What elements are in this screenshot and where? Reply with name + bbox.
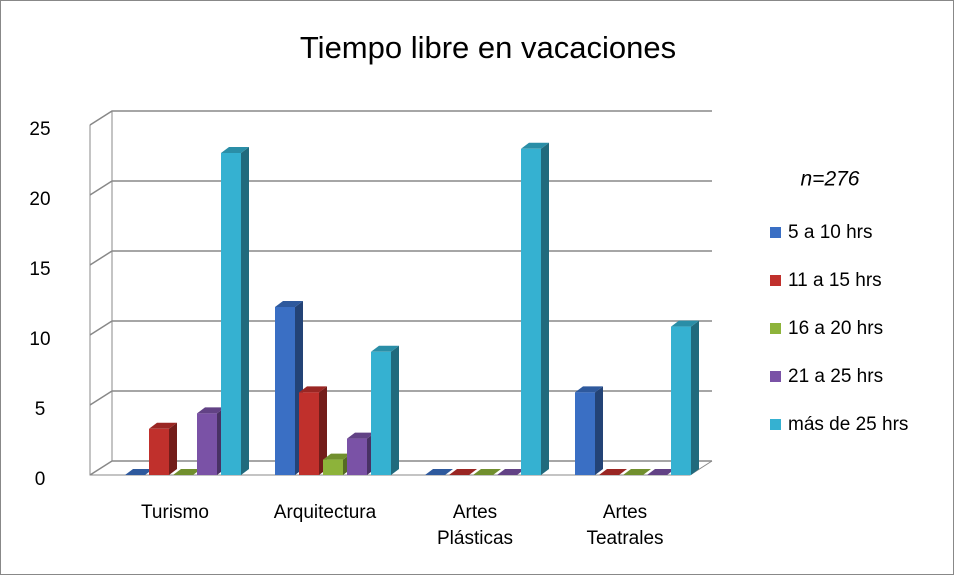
chart-title: Tiempo libre en vacaciones: [300, 30, 676, 65]
y-tick-label: 25: [29, 119, 50, 140]
bar-side: [241, 147, 249, 475]
y-tick-label: 10: [29, 329, 50, 350]
bar: [275, 307, 295, 475]
bar-top: [473, 469, 501, 475]
bar-top: [623, 469, 651, 475]
bar-top: [647, 469, 675, 475]
bar-top: [299, 386, 327, 393]
bar-top: [275, 301, 303, 307]
bar-top: [197, 407, 225, 414]
bar-top: [371, 345, 399, 352]
grid-line: [89, 180, 712, 196]
y-tick-label: 15: [29, 259, 50, 280]
bar-top: [125, 469, 153, 475]
legend-label: 21 a 25 hrs: [788, 366, 883, 387]
bar: [671, 326, 691, 475]
y-tick-label: 20: [29, 189, 50, 210]
bar-side: [541, 142, 549, 476]
grid-line: [89, 110, 712, 126]
bar-top: [449, 469, 477, 475]
grid-line: [89, 390, 712, 406]
bar: [299, 392, 319, 475]
bar-top: [425, 469, 453, 475]
bar-top: [575, 386, 603, 393]
legend-swatch: [770, 371, 781, 382]
grid-line: [89, 320, 712, 336]
bar: [197, 413, 217, 475]
y-tick-label: 5: [35, 399, 46, 420]
bar: [371, 351, 391, 475]
legend-swatch: [770, 419, 781, 430]
bar-side: [319, 386, 327, 475]
legend-label: 11 a 15 hrs: [788, 270, 882, 291]
bar-top: [599, 469, 627, 475]
bar-top: [497, 469, 525, 475]
legend-swatch: [770, 275, 781, 286]
bar-top: [347, 432, 375, 439]
x-tick-label: Arquitectura: [273, 502, 377, 523]
y-tick-label: 0: [35, 469, 46, 490]
bar-top: [671, 320, 699, 327]
bar-top: [173, 469, 201, 475]
bar: [149, 428, 169, 475]
bar-side: [595, 386, 603, 475]
grid-line: [89, 250, 712, 266]
bar-top: [323, 453, 351, 460]
annotation: n=276: [801, 168, 860, 191]
bar-side: [691, 320, 699, 475]
x-tick-label: Artes Teatrales: [586, 502, 664, 549]
legend-label: 16 a 20 hrs: [788, 318, 883, 339]
bar: [323, 459, 343, 475]
bar-top: [521, 142, 549, 149]
legend-label: más de 25 hrs: [788, 414, 908, 435]
bar-side: [169, 422, 177, 475]
bar: [221, 153, 241, 475]
bar-top: [221, 147, 249, 153]
legend-label: 5 a 10 hrs: [788, 222, 873, 243]
grid-line: [89, 460, 712, 476]
bar: [521, 148, 541, 476]
bar-side: [391, 345, 399, 475]
x-tick-label: Artes Plásticas: [436, 502, 514, 549]
bar: [347, 438, 367, 475]
bar-top: [149, 422, 177, 429]
x-tick-label: Turismo: [141, 502, 209, 523]
legend-swatch: [770, 227, 781, 238]
legend-swatch: [770, 323, 781, 334]
bar: [575, 392, 595, 475]
